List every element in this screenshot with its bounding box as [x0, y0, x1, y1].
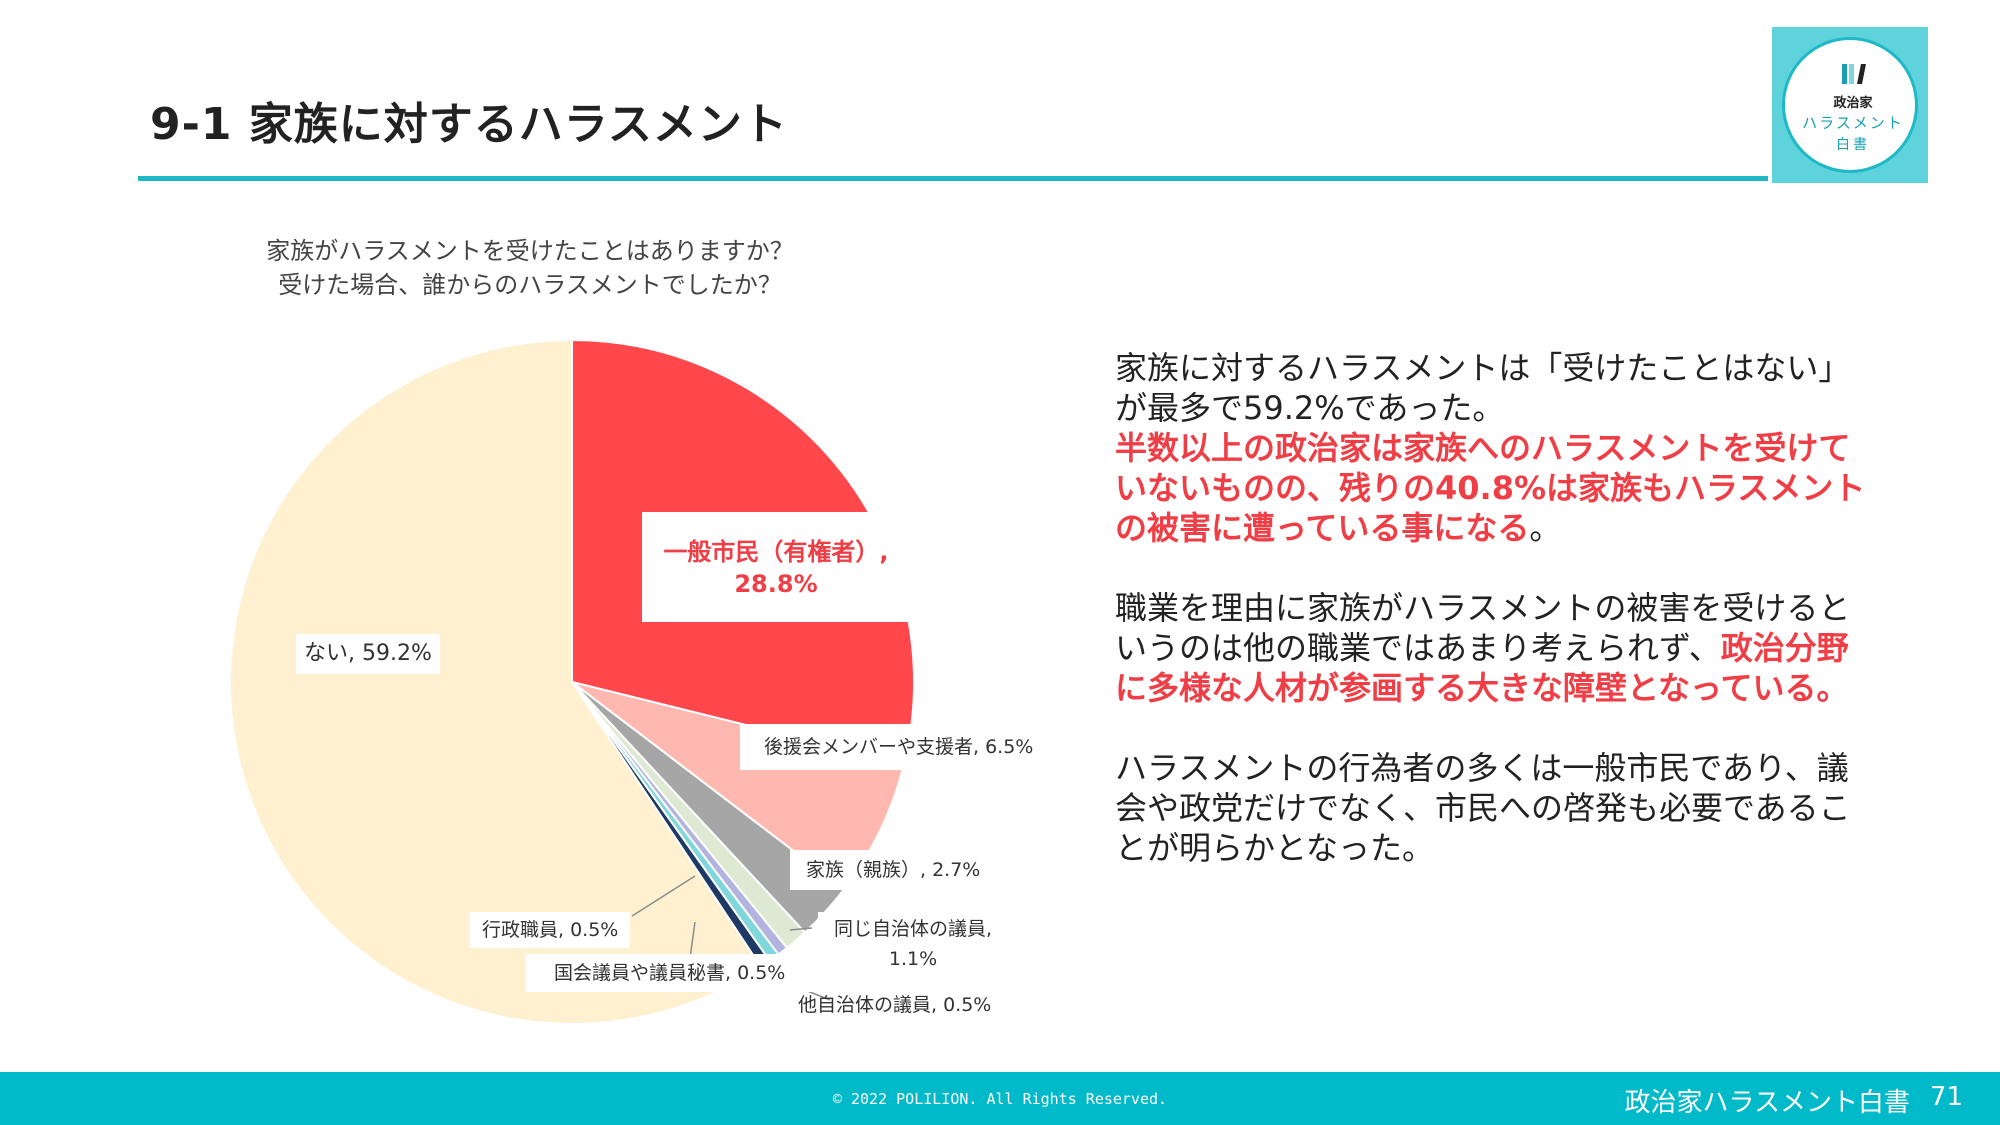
footer-brand: 政治家ハラスメント白書	[1624, 1088, 1910, 1118]
logo: 政治家 ハラスメント 白書	[1772, 27, 1928, 183]
label-onaji-jichitai-text: 同じ自治体の議員, 1.1%	[833, 918, 993, 970]
leader-line-0	[789, 927, 813, 931]
label-nai: ない, 59.2%	[296, 634, 440, 674]
chart-title-line1: 家族がハラスメントを受けたことはありますか？	[266, 237, 794, 265]
p3-line1: ハラスメントの行為者の多くは一般市民であり、議	[1115, 749, 1849, 787]
p2-line2a: いうのは他の職業ではあまり考えられず、	[1115, 629, 1721, 667]
p3-line2: 会や政党だけでなく、市民への啓発も必要であるこ	[1115, 789, 1851, 827]
page-title: 9-1 家族に対するハラスメント	[150, 99, 788, 150]
chart-title-line2: 受けた場合、誰からのハラスメントでしたか？	[278, 271, 782, 299]
logo-text-line2: ハラスメント	[1802, 114, 1904, 132]
footer-bar: © 2022 POLILION. All Rights Reserved. 政治…	[0, 1072, 2000, 1125]
p1-tail: 。	[1529, 509, 1562, 547]
p1-line1: 家族に対するハラスメントは「受けたことはない」	[1115, 349, 1851, 387]
pie-slice-nai	[229, 338, 763, 1025]
label-kazoku: 家族（親族）, 2.7%	[790, 850, 997, 890]
logo-text-line3: 白書	[1836, 137, 1870, 153]
p2-line2b: 政治分野	[1720, 629, 1849, 667]
leader-line-3	[631, 875, 696, 917]
p3-line3: とが明らかとなった。	[1115, 829, 1435, 867]
label-gyosei: 行政職員, 0.5%	[470, 912, 631, 948]
p1-red-line3: の被害に遭っている事になる	[1115, 509, 1530, 547]
label-ta-jichitai: 他自治体の議員, 0.5%	[798, 994, 992, 1016]
paragraph-2: 職業を理由に家族がハラスメントの被害を受けると いうのは他の職業ではあまり考えら…	[1115, 588, 1895, 708]
page-number: 71	[1929, 1082, 1963, 1112]
title-underline	[138, 176, 1768, 181]
p2-line1: 職業を理由に家族がハラスメントの被害を受けると	[1115, 589, 1851, 627]
books-icon	[1842, 64, 1866, 84]
p1-red-line1: 半数以上の政治家は家族へのハラスメントを受けて	[1115, 429, 1851, 467]
p1-red-line2: いないものの、残りの40.8%は家族もハラスメント	[1115, 469, 1866, 507]
label-kokkai: 国会議員や議員秘書, 0.5%	[526, 954, 814, 992]
label-koenkai: 後援会メンバーや支援者, 6.5%	[740, 724, 1058, 770]
logo-circle: 政治家 ハラスメント 白書	[1782, 37, 1918, 173]
p2-red-line3: に多様な人材が参画する大きな障壁となっている。	[1115, 669, 1849, 707]
label-onaji-jichitai: 同じ自治体の議員, 1.1%	[818, 912, 1008, 976]
leader-line-2	[689, 921, 696, 959]
label-ippan-shimin-text: 一般市民（有権者）, 28.8%	[663, 538, 889, 598]
label-ippan-shimin: 一般市民（有権者）, 28.8%	[642, 512, 910, 622]
paragraph-3: ハラスメントの行為者の多くは一般市民であり、議 会や政党だけでなく、市民への啓発…	[1115, 748, 1895, 868]
p1-line2: が最多で59.2%であった。	[1115, 389, 1505, 427]
paragraph-1: 家族に対するハラスメントは「受けたことはない」 が最多で59.2%であった。 半…	[1115, 348, 1895, 548]
chart-title: 家族がハラスメントを受けたことはありますか？ 受けた場合、誰からのハラスメントで…	[230, 234, 830, 302]
copyright: © 2022 POLILION. All Rights Reserved.	[832, 1090, 1168, 1108]
logo-text-line1: 政治家	[1833, 96, 1873, 111]
